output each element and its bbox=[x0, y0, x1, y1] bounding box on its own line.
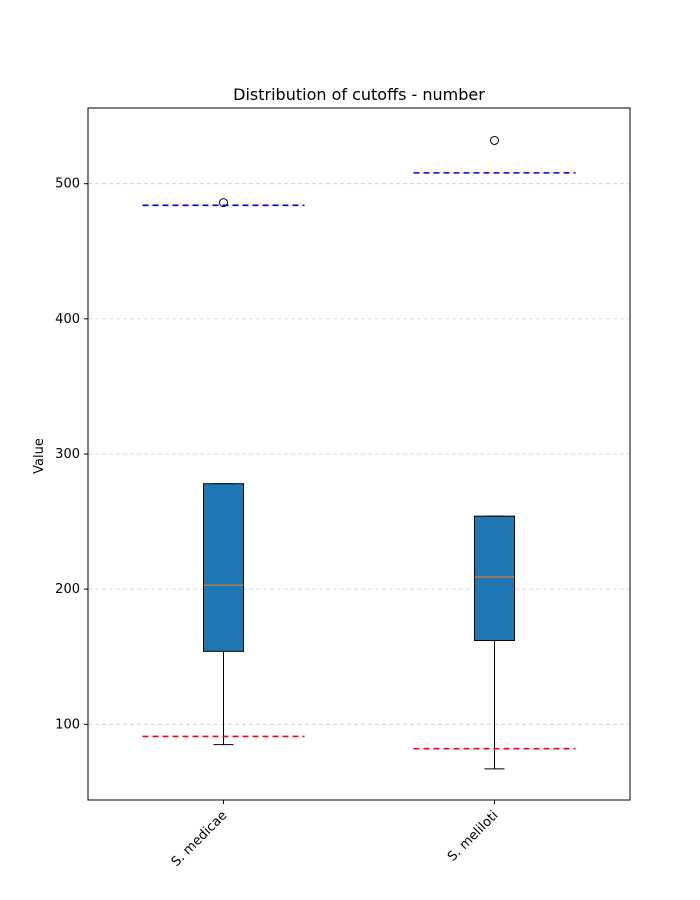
grid-layer bbox=[88, 183, 630, 725]
y-tick-label: 500 bbox=[55, 177, 80, 192]
y-tick-label: 200 bbox=[55, 582, 80, 597]
plot-frame bbox=[87, 107, 631, 801]
marks-layer bbox=[142, 135, 576, 770]
y-axis-label: Value bbox=[32, 438, 47, 474]
axis-layer: 100 200 300 400 500 S. medicae S. meliloti bbox=[55, 177, 501, 870]
y-tick-label: 400 bbox=[55, 312, 80, 327]
outlier-point bbox=[219, 198, 228, 208]
y-tick-label: 100 bbox=[55, 717, 80, 732]
box bbox=[203, 483, 244, 652]
chart-title: Distribution of cutoffs - number bbox=[233, 85, 485, 104]
box bbox=[474, 515, 515, 642]
y-tick-label: 300 bbox=[55, 447, 80, 462]
x-tick-label: S. medicae bbox=[169, 808, 231, 870]
x-tick-label: S. meliloti bbox=[445, 808, 501, 864]
outlier-point bbox=[490, 135, 499, 145]
